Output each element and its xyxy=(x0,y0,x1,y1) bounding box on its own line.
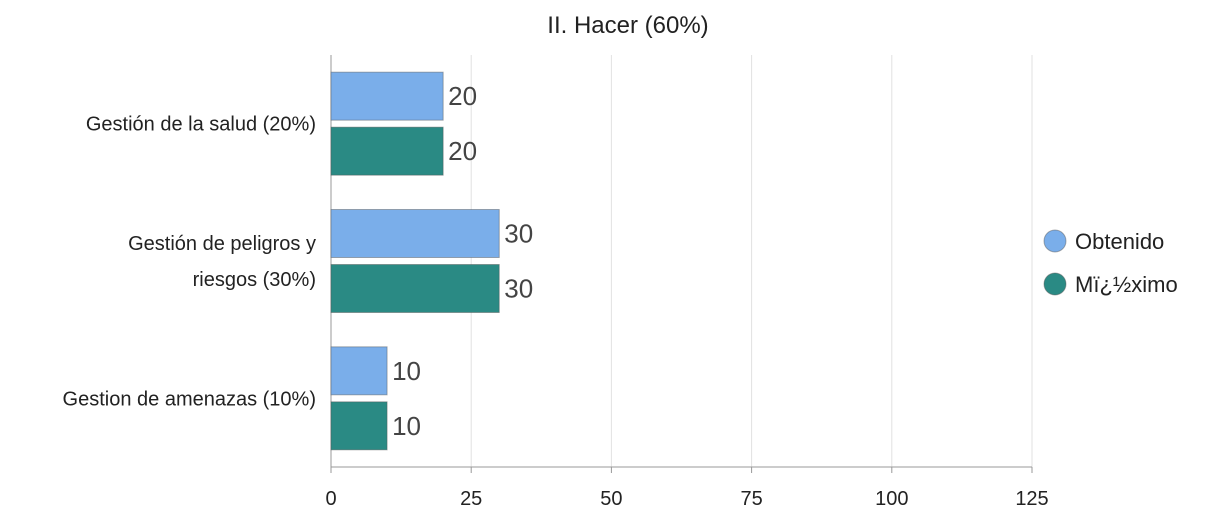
axes xyxy=(330,55,1033,473)
data-label: 20 xyxy=(448,136,477,166)
data-label: 10 xyxy=(392,356,421,386)
legend-label: Obtenido xyxy=(1075,229,1164,254)
labels: 0 25 50 75 100 125 Gestión de la salud (20%) 20… xyxy=(63,81,1049,510)
bars xyxy=(330,71,500,451)
category-label: Gestión de la salud (20%) xyxy=(86,114,316,136)
legend-label: Mï¿½ximo xyxy=(1075,272,1178,297)
gridlines xyxy=(470,55,1033,467)
x-tick-label: 75 xyxy=(740,488,762,510)
data-label: 30 xyxy=(504,274,533,304)
data-label: 20 xyxy=(448,81,477,111)
chart-title: II. Hacer (60%) xyxy=(547,12,708,39)
x-tick-label: 50 xyxy=(600,488,622,510)
data-label: 30 xyxy=(504,219,533,249)
bar-obtenido xyxy=(330,346,388,396)
bar-obtenido xyxy=(330,209,500,258)
x-tick-label: 125 xyxy=(1015,488,1048,510)
data-label: 10 xyxy=(392,411,421,441)
bar-maximo xyxy=(330,264,500,313)
legend-marker xyxy=(1043,229,1067,253)
bar-maximo xyxy=(330,126,444,176)
bar-obtenido xyxy=(330,71,444,121)
legend-marker xyxy=(1043,272,1067,296)
legend: Obtenido Mï¿½ximo xyxy=(1043,229,1178,297)
category-label: Gestión de peligros y riesgos (30%) xyxy=(128,233,316,291)
x-tick-label: 0 xyxy=(325,488,336,510)
bar-maximo xyxy=(330,401,388,451)
x-tick-label: 25 xyxy=(460,488,482,510)
x-tick-label: 100 xyxy=(875,488,908,510)
category-label: Gestion de amenazas (10%) xyxy=(63,388,316,410)
